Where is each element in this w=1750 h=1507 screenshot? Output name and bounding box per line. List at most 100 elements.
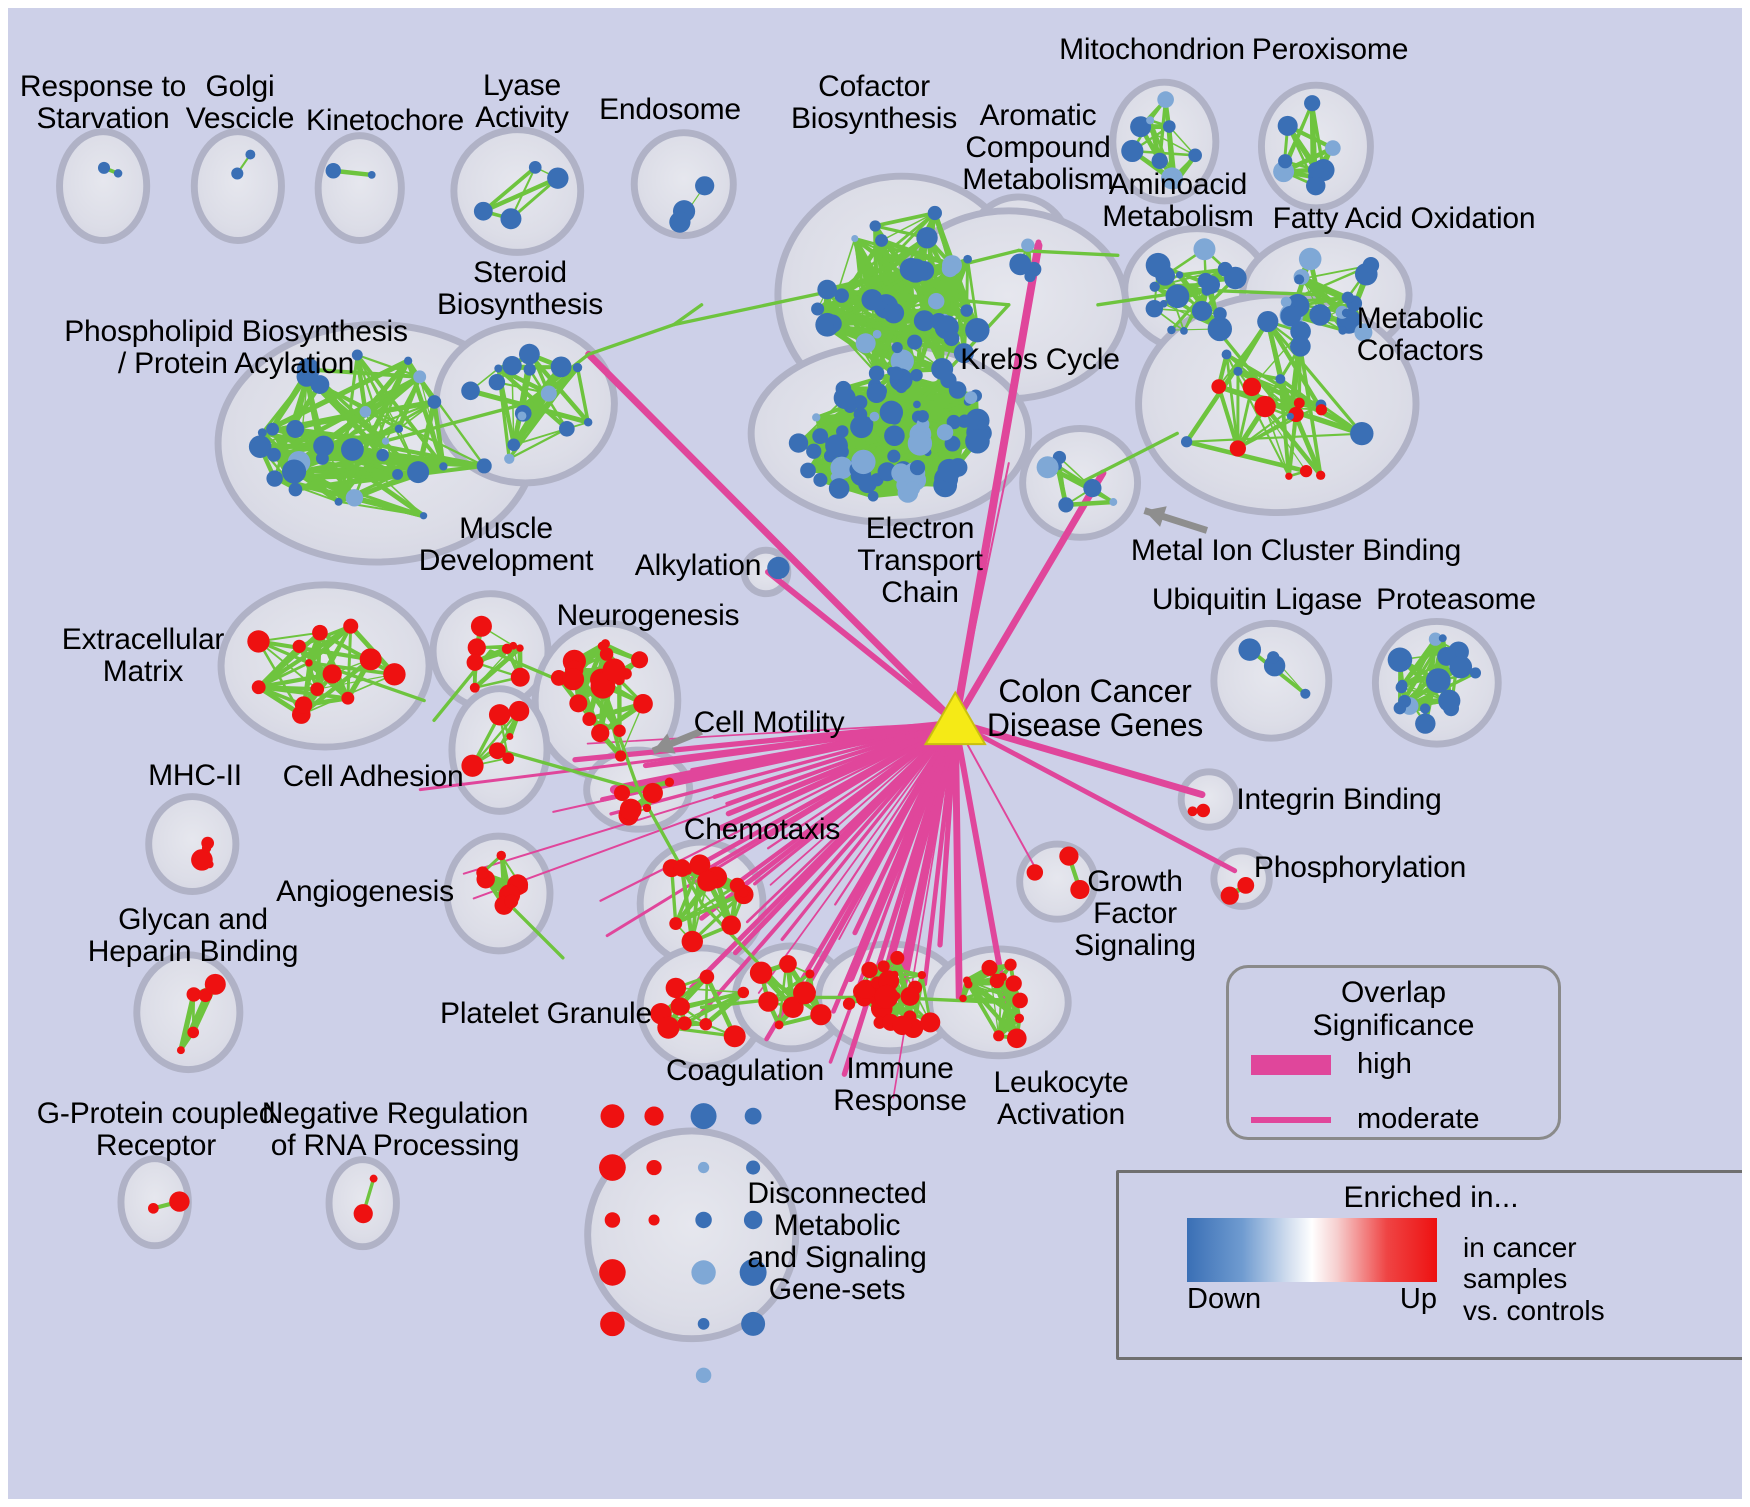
gene-set-node [879,400,904,425]
gene-set-node [394,424,404,433]
gene-set-node [247,630,270,653]
gene-set-node [642,782,663,804]
hub-edge-fan [730,720,958,889]
edge-green [1266,319,1364,436]
disconnected-gene-set-node [744,1107,762,1125]
gene-set-node [488,373,506,391]
disconnected-gene-set-node [604,1212,621,1228]
disconnected-gene-set-node [600,1311,625,1337]
gene-set-node [677,1016,692,1031]
edge-green [307,661,397,677]
gene-set-node [997,972,1007,982]
edge-green [271,382,323,458]
gene-set-node [488,704,511,726]
hub-edge-fan [572,719,958,763]
gene-set-node [1026,864,1044,881]
edge-green [179,993,207,1052]
hub-edge-fan [841,719,958,1077]
gene-set-node [343,618,359,634]
gene-set-node [631,651,649,669]
enriched-legend-title: Enriched in... [1343,1181,1519,1214]
colon-cancer-hub-triangle[interactable] [923,690,987,746]
hub-edge-fan [766,721,957,850]
gene-set-node [834,288,849,303]
gene-set-node [504,453,515,464]
edge-green [512,421,590,446]
disconnected-gene-set-node [746,1160,761,1175]
gene-set-node [964,391,978,404]
gene-set-node [1058,497,1074,513]
gene-set-node [836,425,849,438]
gene-set-node [1306,175,1326,196]
enriched-scale-group: Down Up [1187,1218,1437,1316]
disconnected-gene-set-node [599,1259,626,1286]
gene-set-node [1254,395,1276,418]
gene-set-node [1160,167,1183,190]
gene-set-node [1257,310,1279,333]
gene-set-node [469,682,480,693]
cluster-blob-mitochondrion [1109,78,1220,205]
cluster-blob-integrin-binding [1177,768,1241,831]
gene-set-node [313,435,334,457]
gene-set-node [312,624,328,641]
edge-green [508,427,568,460]
gene-set-node [981,959,998,976]
gene-set-node [502,752,515,764]
edge-green [679,865,695,944]
gene-set-node [376,448,389,462]
gene-set-node [325,163,342,179]
edge-green [681,867,732,927]
gene-set-node [738,887,749,898]
hub-edge-leukocyte-activation-a [951,718,963,1001]
gene-set-node [1393,701,1407,715]
gene-set-node [812,413,821,422]
gene-set-node [1309,304,1331,326]
gene-set-node [231,167,244,180]
gene-set-node [858,474,877,494]
gene-set-node [825,434,848,458]
gene-set-node [1267,651,1280,664]
edge-green [1277,376,1324,478]
gene-set-node [381,437,390,445]
gene-set-node [547,167,569,189]
gene-set-node [943,330,960,347]
gene-set-node [407,461,430,484]
gene-set-node [1180,436,1193,448]
disconnected-gene-set-node [690,1103,717,1130]
gene-set-node [1277,115,1298,136]
gene-set-node [868,365,885,382]
gene-set-node [723,1025,746,1048]
edge-green-bridge [586,322,676,356]
gene-set-node [1278,154,1293,169]
gene-set-node [1280,296,1292,308]
gene-set-node [169,1191,190,1212]
edge-green-bridge [1195,288,1328,297]
gene-set-node [642,803,652,813]
gene-set-node [369,1174,378,1183]
gene-set-node [1201,275,1221,295]
gene-set-node [97,161,111,174]
gene-set-node [937,458,961,483]
hub-edge-fan [586,721,957,745]
hub-edge-fan [922,720,958,987]
gene-set-node [1149,281,1160,292]
gene-set-node [1294,274,1305,285]
edge-green [1225,353,1240,450]
edge-green [1298,344,1323,478]
gene-set-node [774,1020,784,1030]
gene-set-node [689,854,711,876]
gene-set-node [267,447,281,462]
gene-set-node [251,680,266,695]
enrichment-gradient-bar [1187,1218,1437,1282]
cluster-blob-lyase-activity [450,126,585,256]
gene-set-node [540,385,557,402]
disconnected-gene-set-node [741,1311,766,1336]
gene-set-node [562,668,585,691]
gene-set-node [699,1017,713,1031]
moderate-significance-label: moderate [1357,1103,1480,1135]
gene-set-node [892,1015,913,1036]
gene-set-node [1229,440,1246,457]
gene-set-node [1354,323,1373,342]
gene-set-node [1014,1013,1025,1024]
gene-set-node [1012,992,1028,1009]
